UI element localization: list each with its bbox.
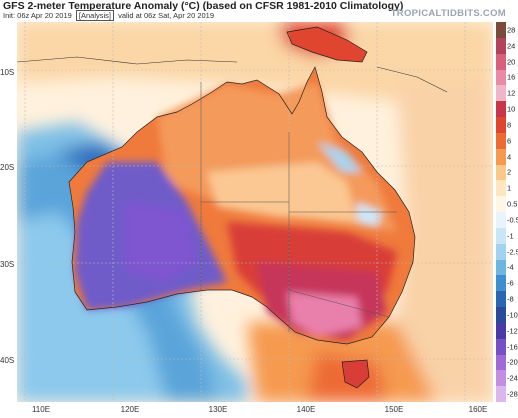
state-borders <box>200 82 397 332</box>
colorbar-swatch <box>496 370 506 387</box>
colorbar-label: -2.5 <box>507 247 518 257</box>
lon-label-140e: 140E <box>296 405 316 414</box>
lon-label-120e: 120E <box>120 405 140 414</box>
colorbar-swatch <box>496 243 506 260</box>
colorbar-label: 16 <box>507 72 516 82</box>
colorbar <box>496 22 506 403</box>
colorbar-swatch <box>496 227 506 245</box>
map-title: GFS 2-meter Temperature Anomaly (°C) (ba… <box>3 0 404 12</box>
anomaly-map <box>17 22 493 402</box>
colorbar-label: -10 <box>507 310 518 320</box>
colorbar-swatch <box>496 117 506 134</box>
colorbar-label: -16 <box>507 342 518 352</box>
colorbar-swatch <box>496 354 506 371</box>
lon-label-110e: 110E <box>31 405 51 414</box>
lon-label-160e: 160E <box>468 405 488 414</box>
brand-logo: TROPICALTIDBITS.COM <box>390 8 506 19</box>
colorbar-label: -6 <box>507 278 514 288</box>
colorbar-label: 0.5 <box>507 199 518 209</box>
colorbar-swatch <box>496 37 506 55</box>
colorbar-label: 10 <box>507 104 516 114</box>
colorbar-swatch <box>496 53 506 70</box>
land-shading <box>75 82 397 340</box>
colorbar-swatch <box>496 148 506 165</box>
colorbar-swatch <box>496 307 506 324</box>
colorbar-swatch <box>496 164 506 181</box>
indonesia-coast <box>17 56 238 65</box>
colorbar-swatch <box>496 212 506 229</box>
colorbar-swatch <box>496 291 506 308</box>
colorbar-label: 28 <box>507 25 516 35</box>
colorbar-label: -24 <box>507 373 518 383</box>
colorbar-swatch <box>496 322 506 340</box>
colorbar-label: 4 <box>507 152 512 162</box>
new-guinea-coast <box>286 26 368 63</box>
colorbar-swatch <box>496 196 506 213</box>
lon-label-130e: 130E <box>208 405 228 414</box>
colorbar-swatch <box>496 69 506 86</box>
lat-label-30s: 30S <box>0 260 15 269</box>
lat-label-40s: 40S <box>0 356 15 365</box>
coastline <box>68 66 416 345</box>
colorbar-label: 24 <box>507 41 516 51</box>
colorbar-swatch <box>496 259 506 276</box>
anomaly-field <box>17 22 493 402</box>
colorbar-swatch <box>496 180 506 197</box>
map-subtitle: Init: 06z Apr 20 2019 [Analysis] valid a… <box>3 10 215 21</box>
colorbar-swatch <box>496 22 506 39</box>
colorbar-label: 1 <box>507 183 512 193</box>
tasmania <box>342 360 369 388</box>
colorbar-label: 12 <box>507 88 516 98</box>
colorbar-label: -12 <box>507 326 518 336</box>
lat-label-20s: 20S <box>0 163 15 172</box>
colorbar-label: 2 <box>507 167 512 177</box>
colorbar-label: -8 <box>507 294 514 304</box>
colorbar-swatch <box>496 386 506 403</box>
colorbar-label: -28 <box>507 389 518 399</box>
valid-time: valid at 06z Sat, Apr 20 2019 <box>118 11 215 20</box>
colorbar-label: -20 <box>507 357 518 367</box>
tasmania-coast <box>341 359 370 389</box>
header: GFS 2-meter Temperature Anomaly (°C) (ba… <box>0 0 518 22</box>
colorbar-swatch <box>496 101 506 118</box>
solomon-coast <box>376 66 448 93</box>
analysis-tag: [Analysis] <box>75 10 115 21</box>
lat-label-10s: 10S <box>0 68 15 77</box>
new-guinea <box>287 27 367 62</box>
colorbar-label: 20 <box>507 57 516 67</box>
colorbar-swatch <box>496 275 506 292</box>
colorbar-label: 6 <box>507 136 512 146</box>
init-time: Init: 06z Apr 20 2019 <box>3 11 72 20</box>
colorbar-swatch <box>496 85 506 102</box>
lon-label-150e: 150E <box>384 405 404 414</box>
colorbar-swatch <box>496 338 506 355</box>
colorbar-label: -0.5 <box>507 215 518 225</box>
colorbar-label: -4 <box>507 262 514 272</box>
colorbar-label: -1 <box>507 231 514 241</box>
colorbar-label: 8 <box>507 120 512 130</box>
colorbar-swatch <box>496 132 506 150</box>
